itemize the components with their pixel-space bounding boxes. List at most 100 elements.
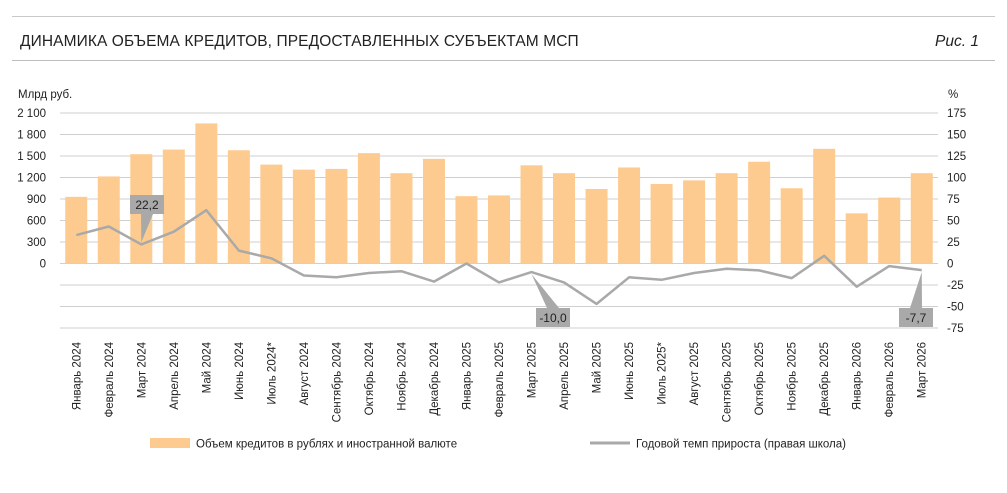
chart-title: ДИНАМИКА ОБЪЕМА КРЕДИТОВ, ПРЕДОСТАВЛЕННЫ… bbox=[20, 33, 579, 50]
left-axis: Млрд руб. 2 100 1 800 1 500 1 200 900 600 300 0 bbox=[17, 89, 72, 271]
x-tick-label: Август 2025 bbox=[689, 342, 701, 405]
left-tick-label: 2 100 bbox=[17, 108, 46, 120]
bar bbox=[488, 195, 510, 264]
bar bbox=[260, 164, 283, 264]
bar bbox=[162, 149, 185, 264]
callout-box bbox=[899, 308, 933, 327]
x-axis-labels: Январь 2024 Февраль 2024 Март 2024 Апрель 2… bbox=[71, 341, 928, 422]
bar bbox=[618, 167, 641, 264]
x-tick-label: Октябрь 2024 bbox=[364, 341, 376, 415]
callout-pointer bbox=[531, 274, 559, 308]
x-tick-label: Июнь 2025 bbox=[624, 342, 636, 400]
x-tick-label: Май 2025 bbox=[592, 342, 604, 393]
legend: Объем кредитов в рублях и иностранной ва… bbox=[150, 438, 846, 451]
callout-pointer bbox=[910, 272, 922, 308]
x-tick-label: Июль 2024* bbox=[266, 341, 278, 404]
top-rule bbox=[12, 16, 995, 17]
bar bbox=[422, 158, 445, 264]
right-tick-label: 175 bbox=[947, 108, 966, 120]
left-axis-label: Млрд руб. bbox=[18, 89, 72, 101]
right-tick-label: -75 bbox=[947, 323, 964, 335]
x-tick-label: Сентябрь 2024 bbox=[331, 341, 343, 422]
x-tick-label: Январь 2026 bbox=[852, 342, 864, 410]
x-tick-label: Август 2024 bbox=[299, 341, 311, 405]
bar bbox=[520, 165, 543, 264]
bar bbox=[65, 196, 88, 264]
x-tick-label: Январь 2025 bbox=[461, 342, 473, 410]
bar bbox=[780, 188, 803, 264]
callout-label: -7,7 bbox=[906, 311, 927, 325]
bar bbox=[845, 213, 868, 264]
x-tick-label: Май 2024 bbox=[201, 341, 213, 393]
left-tick-label: 900 bbox=[27, 194, 46, 206]
figure-label: Рис. 1 bbox=[935, 33, 979, 50]
x-tick-label: Февраль 2025 bbox=[494, 342, 506, 418]
left-tick-label: 600 bbox=[27, 216, 46, 228]
callout: -7,7 bbox=[899, 272, 933, 327]
callout-label: 22,2 bbox=[135, 198, 159, 212]
x-tick-label: Июнь 2024 bbox=[234, 341, 246, 400]
right-tick-label: -50 bbox=[947, 302, 964, 314]
x-tick-label: Сентябрь 2025 bbox=[722, 342, 734, 422]
bar bbox=[455, 196, 478, 264]
bar bbox=[195, 123, 218, 264]
bar bbox=[748, 161, 771, 264]
x-tick-label: Февраль 2024 bbox=[104, 341, 116, 417]
bar bbox=[683, 180, 706, 264]
callout-box bbox=[130, 195, 164, 214]
bar bbox=[357, 153, 380, 264]
bar bbox=[715, 173, 738, 264]
x-tick-label: Февраль 2026 bbox=[884, 342, 896, 418]
growth-rate-line bbox=[75, 208, 922, 306]
x-tick-label: Апрель 2025 bbox=[559, 342, 571, 410]
x-tick-label: Декабрь 2024 bbox=[429, 341, 441, 415]
bar bbox=[650, 183, 673, 264]
bar bbox=[97, 176, 120, 264]
right-axis: % 175 150 125 100 75 50 25 0 -25 -50 -75 bbox=[947, 89, 966, 335]
left-tick-label: 1 200 bbox=[17, 173, 46, 185]
x-tick-label: Март 2026 bbox=[917, 342, 929, 398]
bar bbox=[813, 148, 836, 264]
bar bbox=[878, 197, 901, 264]
right-tick-label: 25 bbox=[947, 237, 960, 249]
left-tick-label: 300 bbox=[27, 237, 46, 249]
callout: -10,0 bbox=[531, 274, 570, 327]
bar bbox=[910, 173, 933, 264]
bar bbox=[227, 150, 250, 264]
right-tick-label: 125 bbox=[947, 151, 966, 163]
right-tick-label: -25 bbox=[947, 280, 964, 292]
x-tick-label: Ноябрь 2024 bbox=[396, 341, 408, 410]
x-tick-label: Январь 2024 bbox=[71, 341, 83, 410]
right-tick-label: 75 bbox=[947, 194, 960, 206]
x-tick-label: Декабрь 2025 bbox=[819, 342, 831, 416]
x-tick-label: Ноябрь 2025 bbox=[787, 342, 799, 411]
x-tick-label: Апрель 2024 bbox=[169, 341, 181, 409]
left-tick-label: 1 500 bbox=[17, 151, 46, 163]
right-tick-label: 100 bbox=[947, 173, 966, 185]
line-series bbox=[75, 208, 922, 306]
right-tick-label: 50 bbox=[947, 216, 960, 228]
x-tick-label: Июль 2025* bbox=[657, 341, 669, 404]
left-tick-label: 0 bbox=[40, 259, 46, 271]
callout: 22,2 bbox=[130, 195, 164, 243]
left-tick-label: 1 800 bbox=[17, 130, 46, 142]
bar bbox=[390, 173, 413, 264]
callout-pointer bbox=[141, 214, 153, 243]
right-tick-label: 0 bbox=[947, 259, 953, 271]
callout-label: -10,0 bbox=[539, 311, 567, 325]
x-tick-label: Март 2024 bbox=[136, 341, 148, 398]
legend-bar-label: Объем кредитов в рублях и иностранной ва… bbox=[196, 439, 457, 451]
bar-series bbox=[65, 123, 933, 264]
x-tick-label: Октябрь 2025 bbox=[754, 342, 766, 415]
bar bbox=[292, 169, 315, 264]
right-tick-label: 150 bbox=[947, 130, 966, 142]
bar bbox=[553, 173, 576, 264]
bar bbox=[325, 168, 348, 264]
title-rule bbox=[12, 60, 995, 61]
bar bbox=[585, 188, 608, 264]
callouts: 22,2 -10,0 -7,7 bbox=[130, 195, 933, 327]
right-axis-label: % bbox=[948, 89, 958, 101]
callout-box bbox=[536, 308, 570, 327]
legend-line-label: Годовой темп прироста (правая школа) bbox=[636, 439, 846, 451]
